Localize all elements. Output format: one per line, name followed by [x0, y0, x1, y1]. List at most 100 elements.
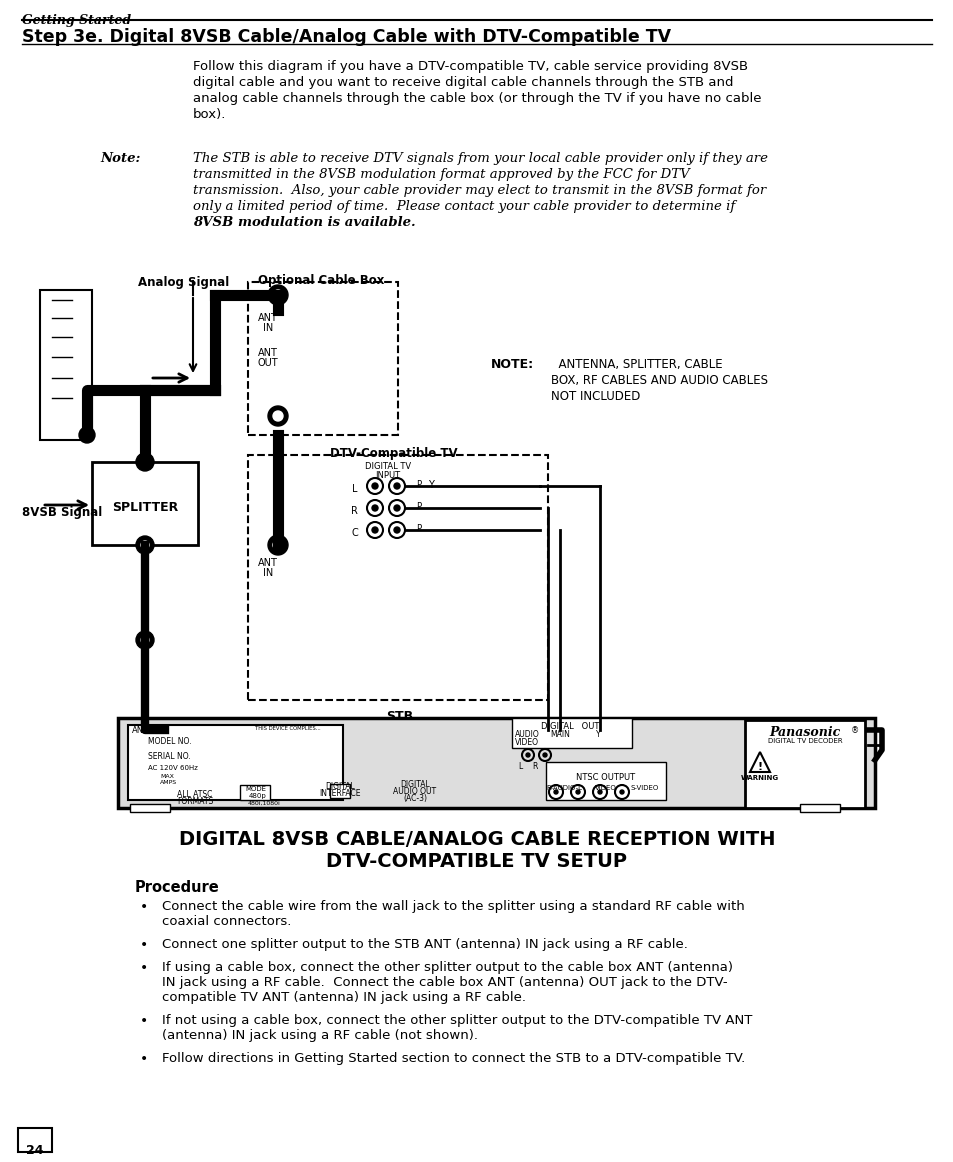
- Text: 480i,1080i: 480i,1080i: [248, 801, 280, 806]
- Circle shape: [542, 753, 546, 756]
- Text: Connect one splitter output to the STB ANT (antenna) IN jack using a RF cable.: Connect one splitter output to the STB A…: [162, 938, 687, 951]
- Text: Y: Y: [596, 730, 600, 739]
- Bar: [248, 456, 547, 700]
- Circle shape: [394, 528, 399, 533]
- Circle shape: [141, 636, 149, 644]
- Text: OUT: OUT: [257, 358, 278, 368]
- Text: NOTE:: NOTE:: [491, 358, 534, 371]
- Circle shape: [268, 406, 288, 426]
- Circle shape: [598, 790, 601, 794]
- Text: IN: IN: [263, 568, 273, 578]
- Text: only a limited period of time.  Please contact your cable provider to determine : only a limited period of time. Please co…: [193, 200, 735, 213]
- Circle shape: [372, 505, 377, 511]
- Text: transmitted in the 8VSB modulation format approved by the FCC for DTV: transmitted in the 8VSB modulation forma…: [193, 168, 689, 181]
- Circle shape: [136, 453, 153, 471]
- Bar: [545, 762, 665, 799]
- Text: NOT INCLUDED: NOT INCLUDED: [551, 390, 639, 403]
- Text: P: P: [416, 524, 420, 533]
- Text: MAX: MAX: [160, 774, 173, 779]
- Text: SPLITTER: SPLITTER: [112, 501, 178, 514]
- Text: Optional Cable Box: Optional Cable Box: [257, 274, 384, 287]
- Text: coaxial connectors.: coaxial connectors.: [162, 914, 291, 928]
- Text: DIGITAL TV DECODER: DIGITAL TV DECODER: [767, 738, 841, 744]
- Text: L: L: [517, 762, 521, 772]
- Text: ANT: ANT: [132, 726, 149, 736]
- Text: Step 3e. Digital 8VSB Cable/Analog Cable with DTV-Compatible TV: Step 3e. Digital 8VSB Cable/Analog Cable…: [22, 28, 670, 46]
- Bar: [91, 462, 198, 545]
- Circle shape: [394, 505, 399, 511]
- Bar: [128, 725, 343, 799]
- Circle shape: [136, 631, 153, 650]
- Text: analog cable channels through the cable box (or through the TV if you have no ca: analog cable channels through the cable …: [193, 92, 760, 105]
- Text: 8VSB modulation is available.: 8VSB modulation is available.: [193, 216, 416, 229]
- Text: R: R: [351, 505, 357, 516]
- Text: STB: STB: [386, 710, 414, 723]
- Text: AC 120V 60Hz: AC 120V 60Hz: [148, 765, 197, 772]
- Text: P: P: [416, 502, 420, 511]
- Circle shape: [619, 790, 623, 794]
- Text: S-VIDEO: S-VIDEO: [630, 786, 659, 791]
- Text: Panasonic: Panasonic: [768, 726, 840, 739]
- Text: Note:: Note:: [100, 152, 140, 165]
- Circle shape: [273, 540, 283, 550]
- Text: R: R: [532, 762, 537, 772]
- Text: MODEL NO.: MODEL NO.: [148, 737, 192, 746]
- Bar: [40, 290, 91, 440]
- Circle shape: [273, 290, 283, 300]
- Bar: [744, 720, 864, 808]
- Text: DIGITAL 8VSB CABLE/ANALOG CABLE RECEPTION WITH
DTV-COMPATIBLE TV SETUP: DIGITAL 8VSB CABLE/ANALOG CABLE RECEPTIO…: [178, 830, 775, 872]
- Text: MAIN: MAIN: [550, 730, 569, 739]
- Text: Follow directions in Getting Started section to connect the STB to a DTV-compati: Follow directions in Getting Started sec…: [162, 1052, 744, 1066]
- Text: IN jack using a RF cable.  Connect the cable box ANT (antenna) OUT jack to the D: IN jack using a RF cable. Connect the ca…: [162, 976, 727, 989]
- Text: If using a cable box, connect the other splitter output to the cable box ANT (an: If using a cable box, connect the other …: [162, 961, 732, 974]
- Text: THIS DEVICE COMPLIES...: THIS DEVICE COMPLIES...: [254, 726, 320, 731]
- Text: IN: IN: [263, 323, 273, 333]
- Circle shape: [525, 753, 530, 756]
- Bar: [240, 786, 270, 799]
- Text: L: L: [352, 485, 357, 494]
- Circle shape: [141, 541, 149, 548]
- Circle shape: [372, 528, 377, 533]
- Circle shape: [554, 790, 558, 794]
- Text: FORMATS: FORMATS: [176, 797, 213, 806]
- Text: ANT: ANT: [258, 558, 277, 568]
- Text: VIDEO: VIDEO: [515, 738, 538, 747]
- Text: DIGITAL: DIGITAL: [399, 780, 430, 789]
- Text: •: •: [140, 1014, 148, 1028]
- Text: AMPS: AMPS: [160, 780, 177, 786]
- Text: compatible TV ANT (antenna) IN jack using a RF cable.: compatible TV ANT (antenna) IN jack usin…: [162, 991, 525, 1004]
- Text: BOX, RF CABLES AND AUDIO CABLES: BOX, RF CABLES AND AUDIO CABLES: [551, 374, 767, 387]
- Text: Procedure: Procedure: [135, 880, 219, 895]
- Circle shape: [576, 790, 579, 794]
- Bar: [800, 804, 840, 812]
- Text: box).: box).: [193, 108, 226, 121]
- Text: P: P: [416, 480, 420, 489]
- Bar: [130, 804, 170, 812]
- Text: ANT: ANT: [258, 313, 277, 323]
- Text: ANT: ANT: [258, 347, 277, 358]
- Text: •: •: [140, 901, 148, 914]
- Text: NTSC OUTPUT: NTSC OUTPUT: [576, 773, 635, 782]
- Bar: [330, 784, 350, 798]
- Text: R-AUDIO-L: R-AUDIO-L: [545, 786, 581, 791]
- Text: AUDIO: AUDIO: [514, 730, 538, 739]
- Text: ANTENNA, SPLITTER, CABLE: ANTENNA, SPLITTER, CABLE: [551, 358, 721, 371]
- Text: DIGITAL: DIGITAL: [325, 782, 355, 791]
- Text: Y: Y: [428, 480, 434, 490]
- Text: WARNING: WARNING: [740, 775, 779, 781]
- Text: DIGITAL   OUT: DIGITAL OUT: [540, 722, 598, 731]
- Bar: [512, 718, 631, 748]
- Text: AUDIO OUT: AUDIO OUT: [393, 787, 436, 796]
- Text: C: C: [351, 528, 357, 538]
- Text: INPUT: INPUT: [375, 471, 400, 480]
- Text: transmission.  Also, your cable provider may elect to transmit in the 8VSB forma: transmission. Also, your cable provider …: [193, 184, 765, 198]
- Text: Getting Started: Getting Started: [22, 14, 131, 27]
- Text: SERIAL NO.: SERIAL NO.: [148, 752, 191, 761]
- Text: DIGITAL TV: DIGITAL TV: [365, 462, 411, 471]
- Text: VIDEO: VIDEO: [595, 786, 617, 791]
- Text: 24: 24: [27, 1145, 44, 1157]
- Bar: [18, 1128, 52, 1152]
- Text: •: •: [140, 938, 148, 952]
- Circle shape: [268, 285, 288, 304]
- Text: Analog Signal: Analog Signal: [138, 277, 229, 289]
